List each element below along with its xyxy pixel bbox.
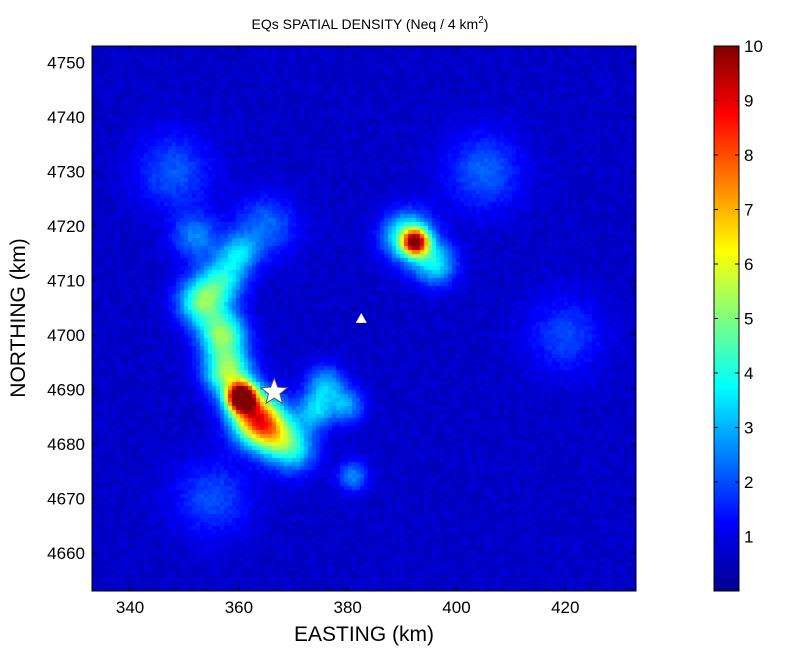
colorbar-tick-label: 7 (744, 201, 753, 220)
y-tick-label: 4740 (47, 108, 85, 127)
y-tick-label: 4750 (47, 53, 85, 72)
colorbar-tick-label: 5 (744, 310, 753, 329)
colorbar-tick-label: 10 (744, 37, 763, 56)
colorbar-tick-label: 2 (744, 473, 753, 492)
x-tick-label: 340 (116, 598, 144, 617)
title-superscript: 2 (478, 15, 484, 26)
y-tick-label: 4710 (47, 271, 85, 290)
x-tick-label: 360 (225, 598, 253, 617)
y-tick-label: 4720 (47, 217, 85, 236)
colorbar-tick-label: 4 (744, 364, 753, 383)
chart-title: EQs SPATIAL DENSITY (Neq / 4 km2) (252, 15, 489, 32)
x-axis-title: EASTING (km) (294, 623, 434, 646)
title-suffix: ) (484, 16, 489, 32)
x-tick-label: 380 (333, 598, 361, 617)
colorbar-tick-label: 9 (744, 92, 753, 111)
colorbar-tick-label: 1 (744, 528, 753, 547)
y-tick-label: 4670 (47, 489, 85, 508)
x-tick-label: 420 (551, 598, 579, 617)
marker-layer (259, 313, 367, 405)
colorbar-tick-label: 8 (744, 146, 753, 165)
y-axis-ticks: 4660 4670 4680 4690 4700 4710 4720 4730 4740 4750 (47, 53, 636, 563)
y-tick-label: 4700 (47, 326, 85, 345)
triangle-marker (355, 313, 367, 323)
x-tick-label: 400 (442, 598, 470, 617)
y-axis-title: NORTHING (km) (7, 238, 30, 397)
heatmap-plot (91, 45, 637, 592)
y-tick-label: 4660 (47, 544, 85, 563)
x-axis-ticks: 340 360 380 400 420 (116, 46, 579, 617)
colorbar-tick-label: 3 (744, 419, 753, 438)
star-marker (259, 376, 289, 405)
y-tick-label: 4730 (47, 162, 85, 181)
y-tick-label: 4680 (47, 435, 85, 454)
colorbar: 1 2 3 4 5 6 7 8 9 10 (713, 37, 763, 592)
colorbar-ticks: 1 2 3 4 5 6 7 8 9 10 (714, 37, 763, 547)
y-tick-label: 4690 (47, 380, 85, 399)
colorbar-tick-label: 6 (744, 255, 753, 274)
